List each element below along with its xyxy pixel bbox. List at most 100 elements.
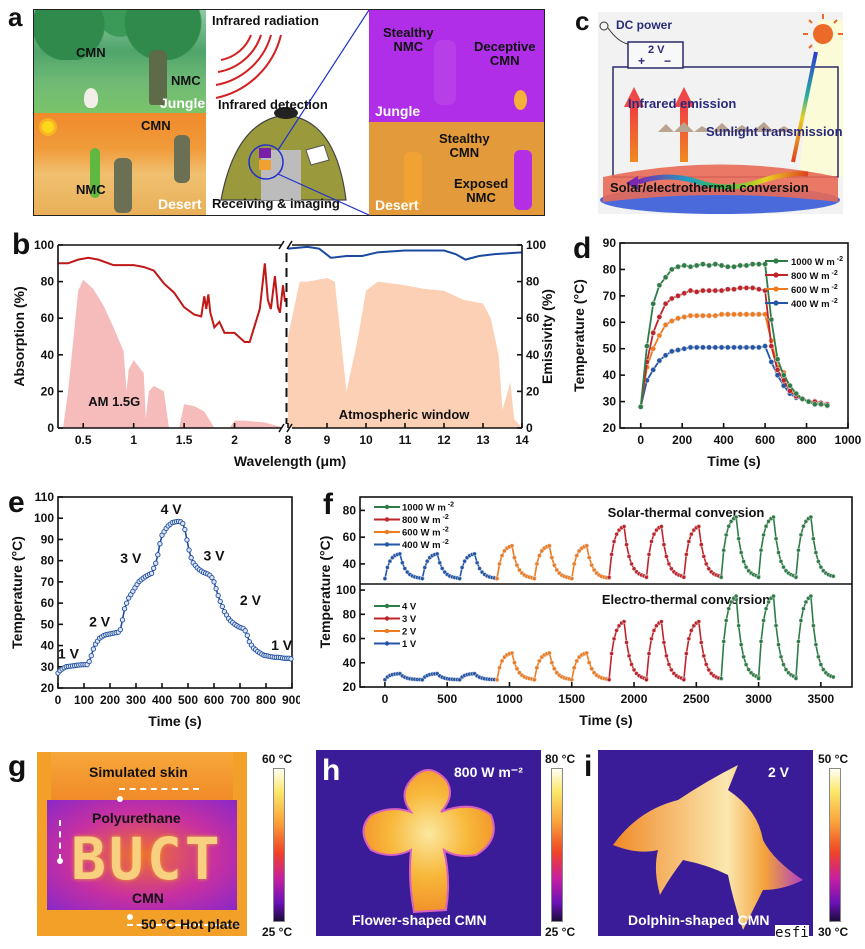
data-point [631, 566, 637, 571]
power-plug-icon [599, 21, 609, 31]
data-point [675, 292, 681, 299]
y-tick-label: 100 [336, 583, 356, 597]
data-point [733, 593, 739, 599]
y-tick-label: 30 [603, 395, 617, 409]
data-point [746, 667, 751, 672]
data-point [749, 261, 756, 268]
infrared-emission-arrows [624, 87, 694, 162]
data-point [781, 662, 786, 667]
sunlight-transmission-label: Sunlight transmission [706, 124, 843, 139]
data-point [397, 551, 403, 557]
y-tick-label: 70 [41, 575, 55, 589]
legend-label: 4 V [402, 602, 417, 613]
panel-c-illustration [599, 14, 843, 214]
data-point [796, 547, 801, 553]
data-point [499, 658, 505, 664]
data-point [497, 665, 502, 670]
legend-marker [773, 300, 779, 306]
colorbar-i [829, 768, 841, 922]
data-point [813, 642, 819, 647]
data-point [737, 285, 744, 291]
y-tick-label: 80 [343, 607, 357, 621]
conversion-wave [637, 171, 809, 190]
x-tick-label: 200 [100, 693, 120, 707]
y-tick-label: 40 [41, 639, 55, 653]
chart-d: 20 30 40 50 60 70 80 90 0 200 400 600 800 1000 Time (s… [571, 236, 862, 469]
data-point [737, 262, 744, 269]
data-point [743, 344, 750, 351]
x-tick-label: 600 [755, 433, 775, 447]
line-absorption [58, 256, 286, 343]
ir-soldier-stealthy-desert [404, 152, 422, 207]
y-tick-label-right: 0 [526, 421, 533, 435]
legend-marker [384, 542, 390, 547]
data-point [721, 639, 726, 644]
condition-h: 800 W m⁻² [454, 764, 523, 780]
legend-marker [384, 616, 390, 621]
data-point [656, 357, 663, 364]
data-point [584, 543, 589, 549]
data-point [811, 623, 816, 628]
data-point [669, 566, 674, 571]
data-point [728, 599, 734, 605]
stealthy-nmc-label: Stealthy NMC [383, 25, 434, 55]
plus-terminal: + [638, 54, 646, 68]
subplot-title: Electro-thermal conversion [602, 592, 770, 607]
data-point [743, 564, 749, 570]
series-line [608, 620, 722, 680]
data-point [813, 550, 819, 555]
conversion-label: Solar/electrothermal conversion [610, 180, 809, 195]
y-tick-label: 40 [343, 656, 357, 670]
data-point [706, 287, 713, 294]
legend-label: 1 V [402, 639, 417, 650]
data-point [474, 560, 480, 566]
center-illustration [215, 10, 369, 215]
data-point [801, 524, 806, 529]
soldier-left [114, 158, 132, 213]
sunlight-beam [798, 20, 843, 177]
data-point [681, 677, 687, 682]
data-point [783, 667, 789, 672]
data-point [666, 561, 672, 567]
y-tick-label-right: 80 [526, 275, 540, 289]
data-point [771, 514, 776, 520]
y-tick-label: 80 [41, 554, 55, 568]
data-point [650, 345, 657, 352]
x-tick-label: 600 [204, 693, 224, 707]
data-point [681, 314, 688, 320]
plate-label-dot [127, 914, 133, 920]
colorbar-h-min: 25 °C [545, 925, 576, 939]
data-point [723, 618, 729, 623]
data-point [385, 565, 390, 570]
y-tick-label: 50 [41, 617, 55, 631]
data-point [242, 628, 248, 634]
data-point [811, 536, 816, 541]
data-point [626, 554, 632, 559]
data-point [537, 553, 542, 558]
data-point [718, 575, 724, 580]
data-point [700, 261, 706, 268]
data-point [457, 677, 462, 682]
data-point [731, 344, 737, 351]
flower-shape [362, 769, 495, 914]
y-tick-label: 20 [343, 680, 357, 694]
data-point [724, 286, 731, 293]
data-point [798, 532, 804, 538]
desert-nmc-label: NMC [76, 182, 106, 197]
panel-label-b: b [12, 228, 31, 261]
x-tick-label: 1500 [558, 692, 585, 706]
data-point [148, 570, 155, 577]
x-tick-label: 14 [515, 433, 529, 447]
data-point [537, 658, 542, 664]
zoom-circle [248, 144, 284, 180]
thermal-image-h: h 800 W m⁻² Flower-shaped CMN [316, 750, 541, 936]
y-tick-label-left: 0 [47, 421, 54, 435]
colorbar-h [551, 768, 563, 922]
data-point [755, 261, 762, 268]
data-point [662, 352, 669, 359]
data-point [117, 626, 124, 633]
data-point [644, 677, 649, 682]
watermark: esfi [775, 925, 809, 941]
data-point [743, 311, 750, 318]
data-point [182, 526, 188, 533]
